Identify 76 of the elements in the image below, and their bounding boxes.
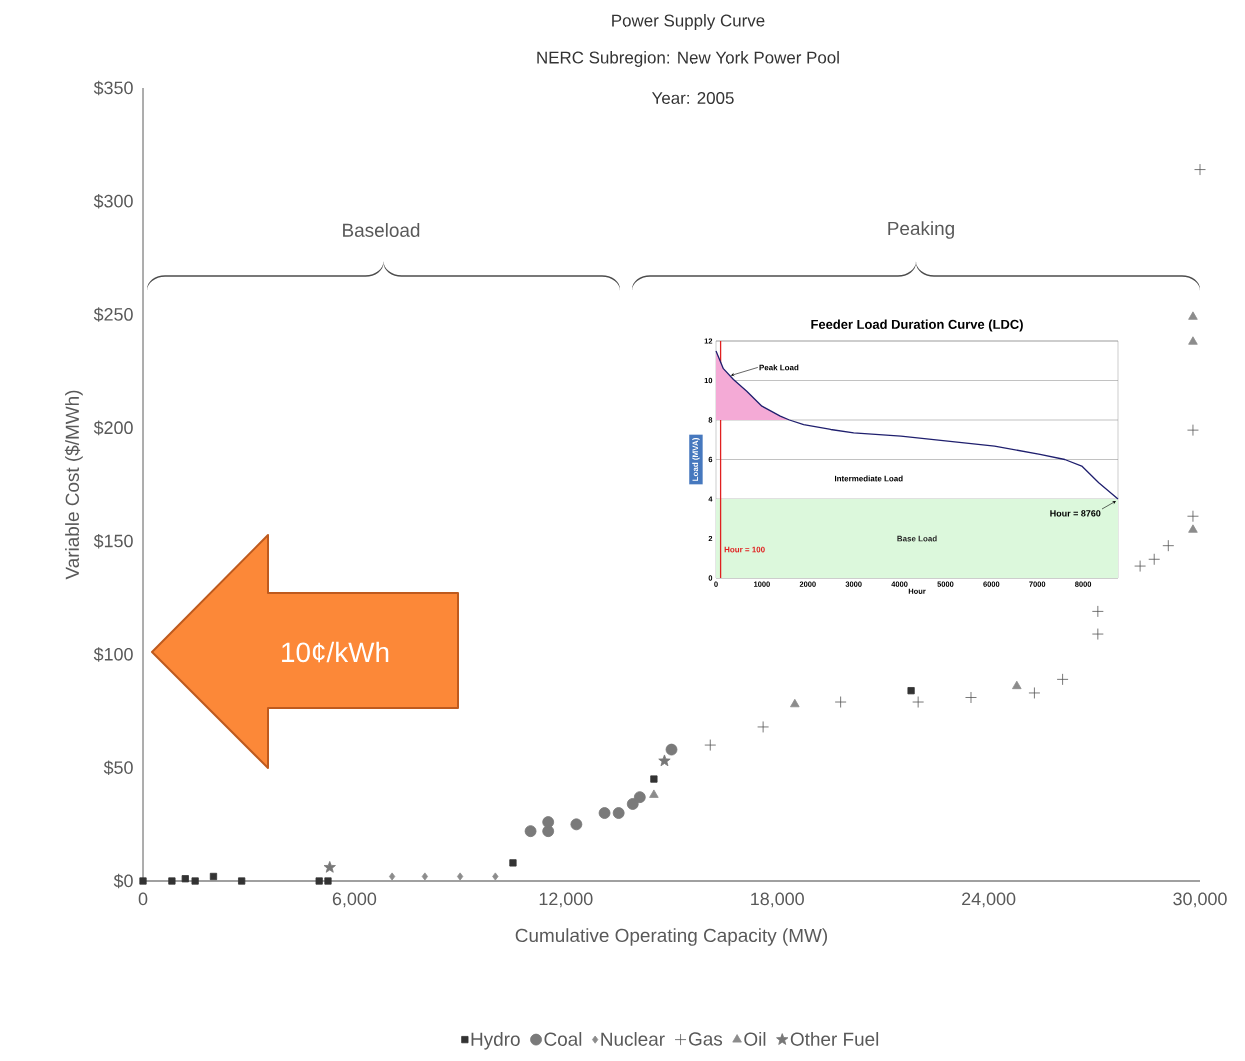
point	[1148, 553, 1161, 566]
point	[649, 789, 659, 798]
point	[457, 872, 464, 881]
y-tick-label: $150	[93, 533, 133, 549]
point	[1056, 673, 1069, 686]
point	[790, 698, 800, 708]
y-tick-label: $100	[93, 647, 133, 662]
y-tick-label: $250	[93, 307, 133, 322]
point	[191, 877, 199, 885]
y-tick-label: $200	[93, 420, 133, 436]
x-tick-label: 0	[138, 892, 148, 906]
point	[1134, 560, 1147, 572]
point	[315, 877, 323, 885]
point	[1091, 605, 1104, 618]
point	[421, 872, 428, 881]
x-axis-title: Cumulative Operating Capacity (MW)	[515, 928, 828, 946]
y-tick-label: $350	[93, 80, 133, 96]
point	[168, 877, 176, 885]
point	[389, 872, 396, 881]
point	[912, 696, 925, 708]
annotation: Peaking	[888, 221, 954, 239]
legend-label: Nuclear	[601, 1032, 665, 1046]
point	[1012, 680, 1022, 690]
point	[139, 877, 147, 885]
y-axis-title: Variable Cost ($/MWh)	[64, 390, 83, 580]
x-tick-label: 12,000	[539, 892, 593, 908]
point	[834, 696, 847, 708]
point	[907, 687, 915, 695]
point	[633, 791, 646, 804]
point	[626, 798, 639, 810]
chart-title: Power Supply Curve	[612, 14, 765, 30]
chart-title: Feeder Load Duration Curve (LDC)	[811, 319, 1023, 332]
point	[612, 807, 625, 819]
x-tick-label: 18,000	[751, 892, 804, 908]
y-tick-label: $50	[103, 760, 133, 775]
point	[965, 691, 977, 704]
point	[1091, 628, 1104, 640]
legend-label: Oil	[744, 1032, 766, 1046]
legend-label: Other Fuel	[790, 1032, 879, 1046]
point	[757, 721, 770, 733]
point	[1194, 163, 1206, 176]
annotation: Baseload	[343, 223, 420, 237]
point	[542, 816, 555, 828]
legend-label: Coal	[544, 1032, 582, 1046]
point	[492, 872, 499, 881]
point	[524, 825, 537, 838]
point	[324, 877, 332, 885]
point	[1028, 687, 1041, 699]
point	[1162, 539, 1175, 552]
point	[665, 743, 678, 756]
annotation: 10¢/kWh	[282, 641, 389, 663]
y-tick-label: $0	[113, 873, 133, 889]
point	[598, 807, 611, 819]
y-tick-label: $300	[93, 194, 133, 209]
legend-label: Gas	[689, 1032, 723, 1046]
x-tick-label: 24,000	[962, 892, 1016, 908]
point	[1188, 336, 1198, 345]
point	[181, 875, 189, 883]
point	[209, 872, 218, 881]
chart-subtitle: NERC Subregion: New York Power Pool	[537, 51, 839, 67]
point	[238, 877, 246, 885]
point	[1188, 524, 1198, 533]
point	[323, 861, 336, 873]
point	[1187, 424, 1199, 437]
point	[704, 739, 717, 751]
point	[658, 754, 671, 767]
x-tick-label: 6,000	[332, 892, 377, 908]
point	[570, 818, 583, 831]
point	[1187, 510, 1199, 523]
x-tick-label: 30,000	[1173, 892, 1227, 908]
annotation: Hour = 8760	[1050, 510, 1101, 517]
legend-label: Hydro	[471, 1032, 520, 1050]
point	[1188, 311, 1198, 320]
annotation: Year: 2005	[651, 92, 734, 104]
point	[650, 775, 658, 783]
point	[509, 859, 517, 867]
